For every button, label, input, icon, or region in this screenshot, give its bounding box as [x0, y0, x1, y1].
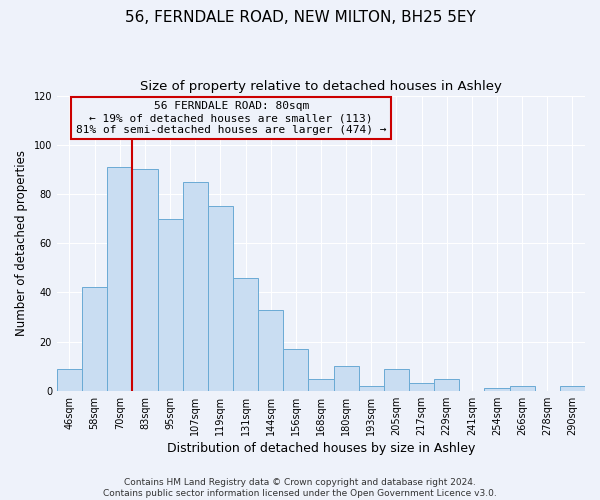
Bar	[484, 388, 509, 391]
X-axis label: Distribution of detached houses by size in Ashley: Distribution of detached houses by size …	[167, 442, 475, 455]
Text: 56 FERNDALE ROAD: 80sqm
← 19% of detached houses are smaller (113)
81% of semi-d: 56 FERNDALE ROAD: 80sqm ← 19% of detache…	[76, 102, 386, 134]
Bar	[283, 349, 308, 391]
Text: 56, FERNDALE ROAD, NEW MILTON, BH25 5EY: 56, FERNDALE ROAD, NEW MILTON, BH25 5EY	[125, 10, 475, 25]
Bar	[258, 310, 283, 391]
Bar	[182, 182, 208, 391]
Bar	[57, 368, 82, 391]
Bar	[409, 384, 434, 391]
Bar	[509, 386, 535, 391]
Bar	[434, 378, 459, 391]
Bar	[334, 366, 359, 391]
Bar	[107, 167, 133, 391]
Bar	[359, 386, 384, 391]
Bar	[133, 170, 158, 391]
Bar	[308, 378, 334, 391]
Bar	[233, 278, 258, 391]
Text: Contains HM Land Registry data © Crown copyright and database right 2024.
Contai: Contains HM Land Registry data © Crown c…	[103, 478, 497, 498]
Bar	[158, 218, 182, 391]
Title: Size of property relative to detached houses in Ashley: Size of property relative to detached ho…	[140, 80, 502, 93]
Y-axis label: Number of detached properties: Number of detached properties	[15, 150, 28, 336]
Bar	[82, 288, 107, 391]
Bar	[384, 368, 409, 391]
Bar	[560, 386, 585, 391]
Bar	[208, 206, 233, 391]
